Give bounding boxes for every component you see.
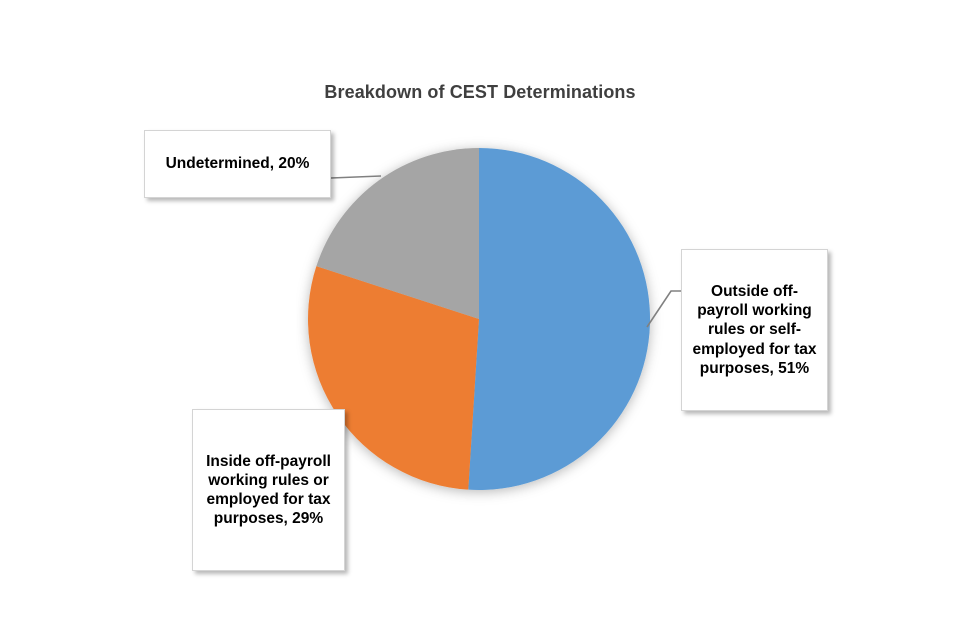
pie-svg [308, 148, 651, 490]
pie-slices-group [308, 148, 651, 490]
data-label-inside-text: Inside off-payroll working rules or empl… [206, 452, 331, 528]
data-label-undetermined[interactable]: Undetermined, 20% [144, 130, 331, 198]
data-label-undetermined-text: Undetermined, 20% [165, 155, 310, 173]
pie-graphic [296, 136, 668, 508]
pie-slice-inside[interactable] [308, 266, 479, 490]
data-label-outside[interactable]: Outside off-payroll working rules or sel… [681, 249, 828, 411]
data-label-outside-text: Outside off-payroll working rules or sel… [692, 283, 817, 377]
chart-title: Breakdown of CEST Determinations [324, 82, 636, 102]
pie-slice-undetermined[interactable] [316, 148, 479, 319]
pie-slice-outside[interactable] [468, 148, 651, 490]
data-label-inside[interactable]: Inside off-payroll working rules or empl… [192, 409, 345, 571]
